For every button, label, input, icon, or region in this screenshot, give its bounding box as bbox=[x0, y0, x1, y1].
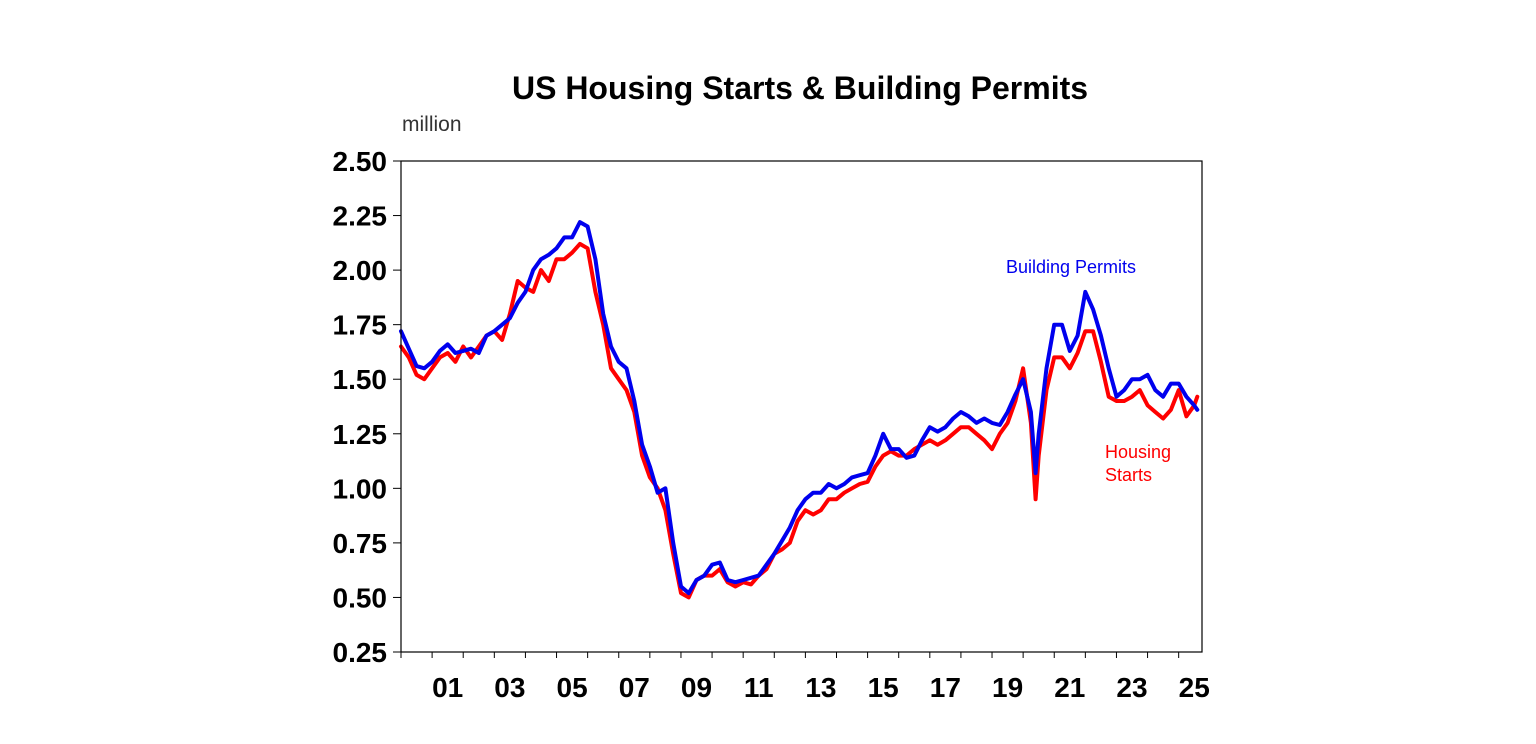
series-annotation: Housing bbox=[1105, 442, 1171, 462]
y-tick-label: 1.75 bbox=[333, 310, 388, 341]
series-line-housing-starts bbox=[399, 241, 1200, 600]
y-tick-label: 2.00 bbox=[333, 255, 388, 286]
x-tick-label: 05 bbox=[557, 672, 588, 703]
series-annotation: Building Permits bbox=[1006, 257, 1136, 277]
x-tick-label: 17 bbox=[930, 672, 961, 703]
y-axis-unit-label: million bbox=[402, 113, 462, 136]
x-tick-label: 15 bbox=[868, 672, 899, 703]
series-annotation: Starts bbox=[1105, 465, 1152, 485]
x-tick-label: 03 bbox=[494, 672, 525, 703]
y-tick-label: 2.50 bbox=[333, 146, 388, 177]
x-tick-label: 11 bbox=[744, 672, 774, 703]
y-tick-label: 0.25 bbox=[333, 637, 388, 668]
x-tick-label: 01 bbox=[432, 672, 463, 703]
x-tick-label: 13 bbox=[805, 672, 836, 703]
x-tick-label: 19 bbox=[992, 672, 1023, 703]
x-tick-label: 25 bbox=[1179, 672, 1210, 703]
series-line-building-permits bbox=[399, 220, 1200, 596]
y-tick-label: 0.50 bbox=[333, 582, 388, 613]
x-tick-label: 23 bbox=[1116, 672, 1147, 703]
y-tick-label: 1.50 bbox=[333, 364, 388, 395]
y-tick-label: 1.00 bbox=[333, 473, 388, 504]
plot-frame bbox=[400, 160, 1203, 653]
x-tick-label: 21 bbox=[1054, 672, 1085, 703]
chart-title: US Housing Starts & Building Permits bbox=[511, 70, 1089, 106]
y-tick-label: 0.75 bbox=[333, 528, 388, 559]
x-tick-label: 07 bbox=[619, 672, 650, 703]
y-tick-label: 1.25 bbox=[333, 419, 388, 450]
x-tick-label: 09 bbox=[681, 672, 712, 703]
y-tick-label: 2.25 bbox=[333, 201, 388, 232]
